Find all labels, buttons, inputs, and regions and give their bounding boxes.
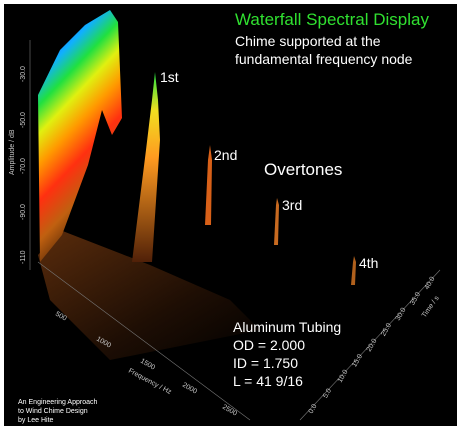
overtones-label: Overtones bbox=[264, 160, 342, 179]
title: Waterfall Spectral Display bbox=[235, 10, 429, 29]
frequency-tick: 500 bbox=[54, 311, 68, 323]
floor bbox=[38, 230, 260, 360]
peak-label: 3rd bbox=[282, 197, 302, 213]
peak-label: 1st bbox=[160, 69, 179, 85]
amplitude-tick: -50.0 bbox=[20, 112, 27, 128]
peak-label: 4th bbox=[359, 255, 378, 271]
tubing-line: L = 41 9/16 bbox=[233, 373, 303, 389]
amplitude-tick: -110 bbox=[20, 250, 27, 264]
third-peak bbox=[274, 198, 279, 245]
amplitude-tick: -30.0 bbox=[20, 66, 27, 82]
subtitle-line: fundamental frequency node bbox=[235, 51, 413, 67]
tubing-line: OD = 2.000 bbox=[233, 337, 305, 353]
amplitude-tick: -90.0 bbox=[20, 204, 27, 220]
second-peak bbox=[205, 145, 212, 225]
amplitude-axis-label: Amplitude / dB bbox=[9, 129, 16, 175]
amplitude-tick: -70.0 bbox=[20, 158, 27, 174]
time-axis-line bbox=[299, 269, 441, 421]
credit-line: by Lee Hite bbox=[18, 417, 54, 424]
tubing-line: ID = 1.750 bbox=[233, 355, 298, 371]
peak-label: 2nd bbox=[214, 147, 237, 163]
frequency-axis-line bbox=[37, 261, 251, 421]
credit-line: to Wind Chime Design bbox=[18, 408, 88, 415]
fourth-peak bbox=[351, 256, 356, 285]
fundamental-surface bbox=[38, 10, 122, 262]
credit-line: An Engineering Approach bbox=[18, 399, 97, 406]
subtitle-line: Chime supported at the bbox=[235, 33, 381, 49]
time-tick: 5.0 bbox=[322, 387, 333, 399]
first-peak bbox=[132, 72, 160, 262]
tubing-heading: Aluminum Tubing bbox=[233, 319, 341, 335]
time-tick: 0.0 bbox=[308, 403, 319, 415]
